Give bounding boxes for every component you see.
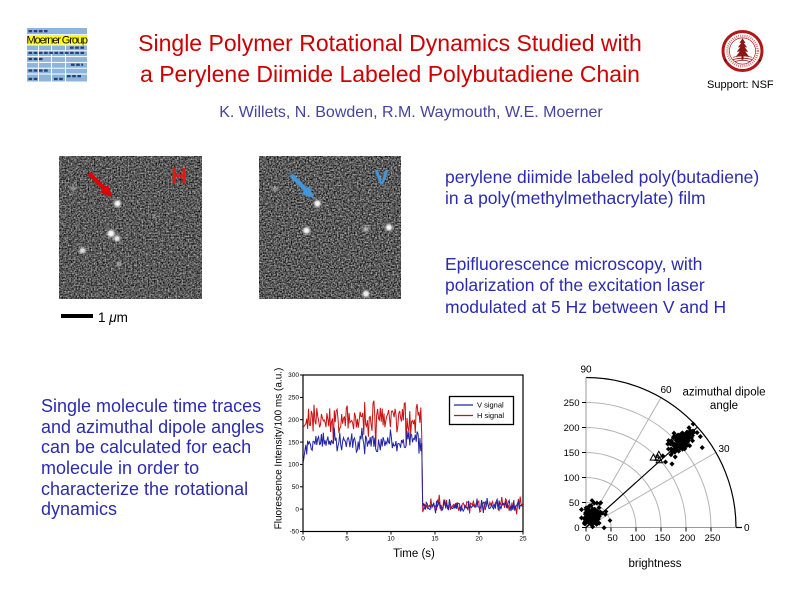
svg-text:0: 0	[295, 506, 299, 513]
svg-text:10: 10	[387, 536, 395, 543]
svg-text:250: 250	[564, 398, 580, 409]
svg-text:150: 150	[655, 533, 671, 544]
svg-text:azimuthal dipole: azimuthal dipole	[682, 387, 765, 399]
svg-text:50: 50	[292, 484, 300, 491]
svg-text:90: 90	[580, 365, 592, 376]
svg-text:25: 25	[519, 536, 527, 543]
svg-text:200: 200	[564, 423, 580, 434]
svg-text:100: 100	[630, 533, 646, 544]
svg-text:V: V	[375, 167, 389, 190]
svg-text:Moerner Group: Moerner Group	[27, 34, 89, 46]
svg-text:200: 200	[680, 533, 696, 544]
svg-text:5: 5	[345, 536, 349, 543]
svg-text:100: 100	[564, 473, 580, 484]
svg-text:50: 50	[569, 498, 580, 509]
svg-text:V signal: V signal	[477, 401, 504, 410]
svg-text:Fluorescence Intensity/100 ms: Fluorescence Intensity/100 ms (a.u.)	[274, 368, 285, 530]
svg-text:100: 100	[288, 462, 299, 469]
svg-text:300: 300	[288, 372, 299, 379]
svg-text:30: 30	[718, 444, 730, 455]
svg-text:Time (s): Time (s)	[393, 548, 435, 560]
svg-text:20: 20	[475, 536, 483, 543]
svg-text:150: 150	[288, 439, 299, 446]
svg-text:200: 200	[288, 417, 299, 424]
svg-text:15: 15	[431, 536, 439, 543]
svg-text:0: 0	[574, 523, 579, 534]
svg-text:0: 0	[301, 536, 305, 543]
svg-text:H: H	[171, 164, 187, 189]
svg-text:150: 150	[564, 448, 580, 459]
svg-text:H signal: H signal	[477, 411, 504, 420]
svg-text:angle: angle	[710, 400, 738, 412]
svg-text:60: 60	[660, 385, 672, 396]
svg-text:brightness: brightness	[628, 558, 681, 570]
svg-text:-50: -50	[290, 529, 300, 536]
svg-text:0: 0	[585, 533, 590, 544]
svg-text:250: 250	[288, 395, 299, 402]
svg-text:50: 50	[607, 533, 618, 544]
svg-text:250: 250	[705, 533, 721, 544]
svg-text:0: 0	[744, 523, 750, 534]
